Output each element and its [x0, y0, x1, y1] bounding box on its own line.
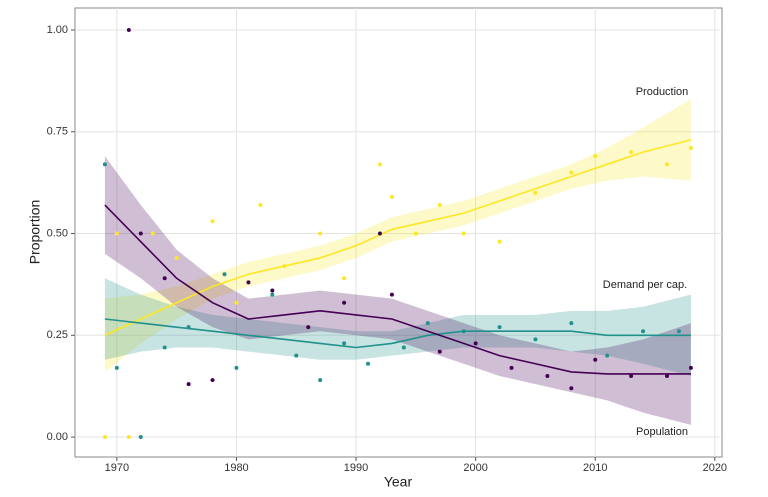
data-point — [318, 378, 323, 383]
series-label: Population — [636, 426, 688, 438]
trend-line — [104, 139, 692, 337]
data-point — [389, 292, 394, 297]
data-point — [569, 170, 574, 175]
data-point — [246, 280, 251, 285]
points — [102, 27, 693, 440]
data-point — [186, 382, 191, 387]
data-point — [461, 329, 466, 334]
data-point — [186, 325, 191, 330]
y-tick-label: 0.50 — [47, 227, 68, 239]
trend-line — [104, 318, 691, 349]
data-point — [533, 190, 538, 195]
y-tick-label: 0.75 — [47, 126, 68, 138]
data-point — [377, 162, 382, 167]
data-point — [210, 219, 215, 224]
data-point — [258, 203, 263, 208]
data-point — [318, 231, 323, 236]
x-tick-label: 2020 — [703, 462, 727, 474]
data-point — [366, 361, 371, 366]
data-point — [437, 203, 442, 208]
x-tick-label: 1990 — [344, 462, 368, 474]
data-point — [270, 288, 275, 293]
labels: Production Demand per cap. Population — [603, 86, 688, 438]
data-point — [138, 435, 143, 440]
data-point — [401, 345, 406, 350]
panel — [74, 7, 723, 458]
data-point — [150, 231, 155, 236]
data-point — [509, 365, 514, 370]
y-tick-label: 1.00 — [47, 24, 68, 36]
bands — [104, 99, 691, 425]
data-point — [629, 150, 634, 155]
data-point — [664, 373, 669, 378]
data-point — [688, 365, 693, 370]
data-point — [114, 365, 119, 370]
data-point — [306, 325, 311, 330]
data-point — [162, 345, 167, 350]
data-point — [342, 276, 347, 281]
confidence-band — [104, 99, 691, 372]
data-point — [234, 365, 239, 370]
data-point — [545, 373, 550, 378]
data-point — [126, 27, 131, 32]
data-point — [102, 435, 107, 440]
x-tick-label: 1980 — [224, 462, 248, 474]
data-point — [294, 353, 299, 358]
x-tick-label: 2010 — [583, 462, 607, 474]
data-point — [282, 264, 287, 269]
confidence-band — [104, 156, 691, 425]
data-point — [389, 194, 394, 199]
data-point — [605, 353, 610, 358]
data-point — [461, 231, 466, 236]
data-point — [222, 272, 227, 277]
data-point — [437, 349, 442, 354]
data-point — [629, 373, 634, 378]
trend-line — [104, 204, 691, 375]
data-point — [413, 231, 418, 236]
series-label: Production — [636, 86, 689, 98]
data-point — [569, 321, 574, 326]
data-point — [126, 435, 131, 440]
x-tick-label: 2000 — [463, 462, 487, 474]
x-tick-label: 1970 — [105, 462, 129, 474]
grid — [75, 8, 722, 457]
data-point — [676, 329, 681, 334]
data-point — [664, 162, 669, 167]
data-point — [342, 300, 347, 305]
data-point — [234, 300, 239, 305]
confidence-band — [104, 278, 691, 376]
y-tick-label: 0.25 — [47, 329, 68, 341]
series-label: Demand per cap. — [603, 279, 687, 291]
data-point — [162, 276, 167, 281]
data-point — [473, 341, 478, 346]
data-point — [174, 255, 179, 260]
data-point — [497, 239, 502, 244]
data-point — [533, 337, 538, 342]
x-axis-title: Year — [384, 474, 413, 490]
data-point — [641, 329, 646, 334]
data-point — [138, 231, 143, 236]
y-tick-label: 0.00 — [47, 431, 68, 443]
data-point — [688, 146, 693, 151]
data-point — [497, 325, 502, 330]
data-point — [114, 231, 119, 236]
data-point — [593, 357, 598, 362]
data-point — [425, 321, 430, 326]
data-point — [569, 386, 574, 391]
data-point — [377, 231, 382, 236]
data-point — [342, 341, 347, 346]
y-axis-title: Proportion — [27, 200, 43, 265]
data-point — [102, 162, 107, 167]
lines — [104, 139, 692, 375]
data-point — [593, 154, 598, 159]
data-point — [210, 378, 215, 383]
data-point — [270, 292, 275, 297]
